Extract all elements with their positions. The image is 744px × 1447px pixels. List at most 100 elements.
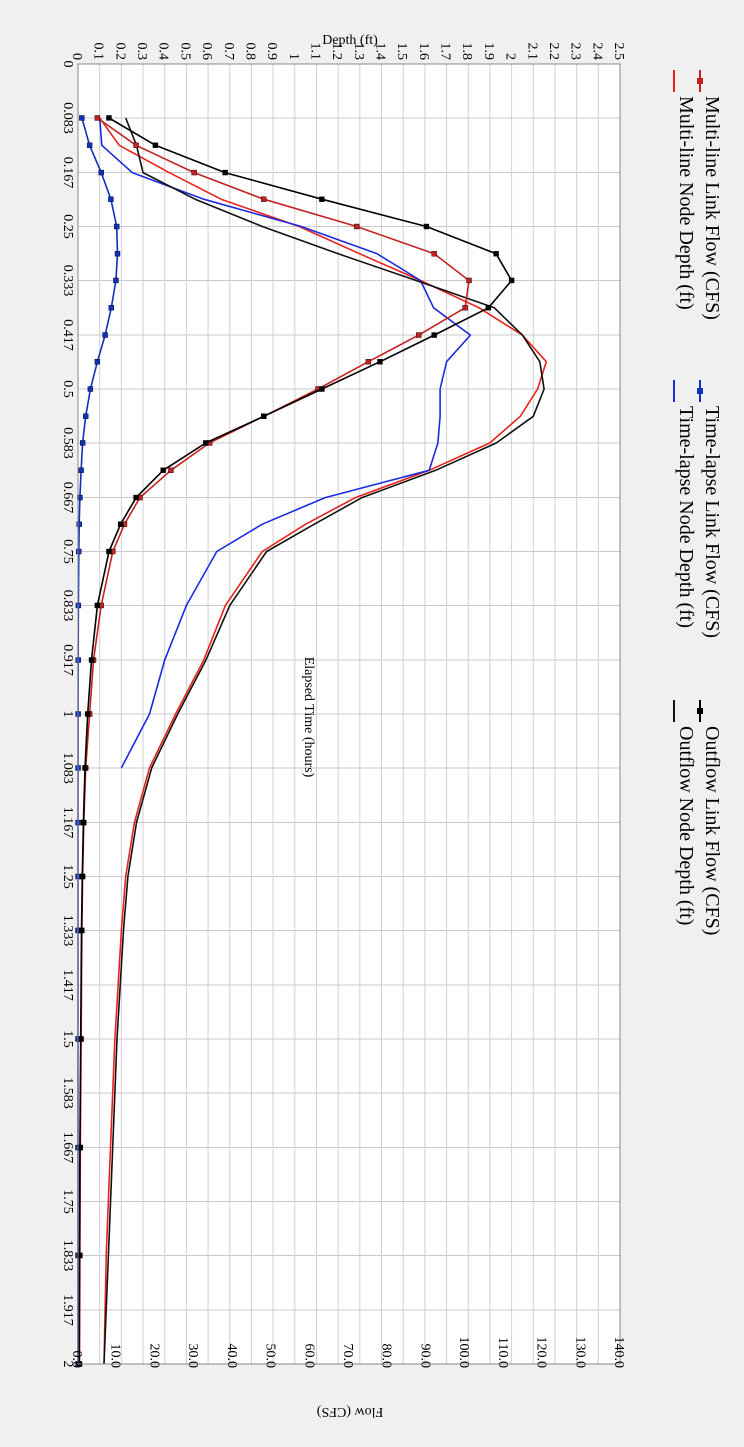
- flow-tick-label: 130.0: [572, 1337, 587, 1369]
- data-point-outflow-link-flow-cfs: [82, 765, 88, 771]
- x-tick-label: 0.167: [60, 157, 75, 189]
- data-point-time-lapse-link-flow-cfs: [77, 494, 83, 501]
- flow-tick-label: 80.0: [379, 1344, 394, 1369]
- data-point-outflow-link-flow-cfs: [261, 413, 267, 419]
- x-tick-label: 1.75: [60, 1189, 75, 1214]
- x-tick-label: 1.917: [60, 1294, 75, 1326]
- x-tick-label: 0.667: [60, 482, 75, 514]
- legend-label: Outflow Node Depth (ft): [675, 726, 697, 925]
- flow-tick-label: 0.0: [69, 1351, 84, 1369]
- depth-axis-label: Depth (ft): [322, 33, 378, 48]
- legend-marker: [697, 78, 703, 84]
- series-line-time-lapse-node-depth-ft: [98, 117, 472, 769]
- data-point-multi-line-link-flow-cfs: [462, 305, 468, 311]
- x-tick-label: 0.083: [60, 102, 75, 134]
- depth-tick-label: 2.2: [546, 43, 561, 61]
- legend-label: Time-lapse Link Flow (CFS): [701, 406, 723, 638]
- data-point-outflow-link-flow-cfs: [76, 1252, 83, 1259]
- data-point-outflow-link-flow-cfs: [508, 277, 515, 284]
- data-point-time-lapse-link-flow-cfs: [114, 223, 120, 230]
- x-tick-label: 0.417: [60, 319, 75, 351]
- data-point-multi-line-link-flow-cfs: [261, 196, 267, 202]
- data-point-outflow-link-flow-cfs: [203, 440, 209, 446]
- data-point-outflow-link-flow-cfs: [319, 196, 325, 202]
- depth-tick-label: 2.1: [524, 43, 539, 61]
- data-point-outflow-link-flow-cfs: [79, 873, 85, 880]
- series-line-outflow-link-flow-cfs: [78, 117, 513, 1365]
- data-point-outflow-link-flow-cfs: [222, 169, 228, 176]
- legend-item: Outflow Node Depth (ft): [673, 700, 697, 925]
- data-point-outflow-link-flow-cfs: [84, 711, 91, 717]
- x-tick-label: 0.25: [60, 214, 75, 239]
- data-point-multi-line-link-flow-cfs: [191, 169, 197, 176]
- depth-tick-label: 0.5: [177, 43, 192, 61]
- flow-axis-label: Flow (CFS): [316, 1404, 383, 1419]
- depth-tick-label: 0.4: [156, 43, 171, 61]
- legend-item: Multi-line Node Depth (ft): [673, 70, 697, 310]
- flow-tick-labels: 0.0 10.0 20.0 30.0 40.0 50.0 60.0 70.0 80.0 90.0 1…: [69, 1337, 626, 1369]
- data-point-multi-line-link-flow-cfs: [431, 251, 437, 257]
- data-point-time-lapse-link-flow-cfs: [94, 359, 101, 365]
- depth-tick-label: 0.8: [242, 43, 257, 61]
- data-point-outflow-link-flow-cfs: [80, 819, 87, 826]
- data-point-outflow-link-flow-cfs: [78, 927, 85, 934]
- depth-tick-label: 0.7: [221, 43, 236, 61]
- x-axis-label: Elapsed Time (hours): [301, 657, 316, 778]
- depth-tick-label: 1.8: [459, 43, 474, 61]
- data-point-time-lapse-link-flow-cfs: [76, 521, 82, 527]
- data-point-outflow-link-flow-cfs: [133, 494, 139, 501]
- x-tick-label: 1.333: [60, 915, 75, 947]
- x-tick-label: 1.667: [60, 1132, 75, 1164]
- data-point-multi-line-link-flow-cfs: [133, 142, 139, 148]
- legend-label: Time-lapse Node Depth (ft): [675, 406, 697, 628]
- data-point-time-lapse-link-flow-cfs: [114, 251, 121, 257]
- depth-tick-label: 0.1: [91, 43, 106, 61]
- data-point-outflow-link-flow-cfs: [493, 251, 499, 257]
- legend-item: Time-lapse Node Depth (ft): [673, 380, 697, 628]
- depth-tick-label: 2.4: [589, 43, 604, 61]
- legend-item: Time-lapse Link Flow (CFS): [697, 380, 723, 638]
- legend-label: Multi-line Link Flow (CFS): [701, 96, 723, 320]
- legend-marker: [697, 708, 703, 714]
- legend-item: Multi-line Link Flow (CFS): [697, 70, 723, 320]
- depth-tick-label: 0.3: [134, 43, 149, 61]
- data-point-time-lapse-link-flow-cfs: [113, 277, 119, 284]
- legend-marker: [697, 388, 703, 394]
- depth-tick-label: 1.5: [394, 43, 409, 61]
- legend-label: Outflow Link Flow (CFS): [701, 726, 723, 935]
- data-point-outflow-link-flow-cfs: [94, 602, 101, 609]
- depth-tick-label: 1.1: [307, 43, 322, 61]
- series-line-multi-line-node-depth-ft: [99, 117, 548, 1365]
- x-tick-label: 1: [60, 711, 75, 718]
- flow-tick-label: 70.0: [340, 1344, 355, 1369]
- data-point-multi-line-link-flow-cfs: [354, 223, 360, 230]
- x-tick-label: 0.833: [60, 590, 75, 622]
- data-point-multi-line-link-flow-cfs: [168, 467, 174, 473]
- data-point-outflow-link-flow-cfs: [106, 115, 112, 121]
- data-point-multi-line-link-flow-cfs: [365, 359, 372, 365]
- x-tick-label: 0.583: [60, 427, 75, 459]
- data-point-time-lapse-link-flow-cfs: [79, 115, 85, 121]
- data-point-outflow-link-flow-cfs: [152, 142, 159, 148]
- flow-tick-label: 40.0: [224, 1344, 239, 1369]
- depth-tick-label: 2.5: [611, 43, 626, 61]
- data-point-time-lapse-link-flow-cfs: [83, 413, 89, 419]
- data-point-outflow-link-flow-cfs: [431, 332, 437, 338]
- depth-tick-label: 2: [503, 53, 518, 60]
- data-point-time-lapse-link-flow-cfs: [98, 169, 104, 176]
- data-point-outflow-link-flow-cfs: [377, 359, 383, 365]
- depth-tick-label: 1.9: [481, 43, 496, 61]
- x-tick-label: 1.167: [60, 807, 75, 839]
- data-point-outflow-link-flow-cfs: [319, 386, 325, 392]
- legend-label: Multi-line Node Depth (ft): [675, 96, 697, 310]
- depth-tick-label: 0.6: [199, 43, 214, 61]
- data-point-outflow-link-flow-cfs: [78, 1036, 84, 1042]
- flow-tick-label: 10.0: [108, 1344, 123, 1369]
- legend-item: Outflow Link Flow (CFS): [697, 700, 723, 935]
- data-point-time-lapse-link-flow-cfs: [102, 332, 108, 338]
- data-point-time-lapse-link-flow-cfs: [108, 305, 114, 311]
- x-tick-label: 0.917: [60, 644, 75, 676]
- depth-tick-label: 1.7: [438, 43, 453, 61]
- x-tick-label: 1.083: [60, 752, 75, 784]
- data-point-time-lapse-link-flow-cfs: [108, 196, 114, 202]
